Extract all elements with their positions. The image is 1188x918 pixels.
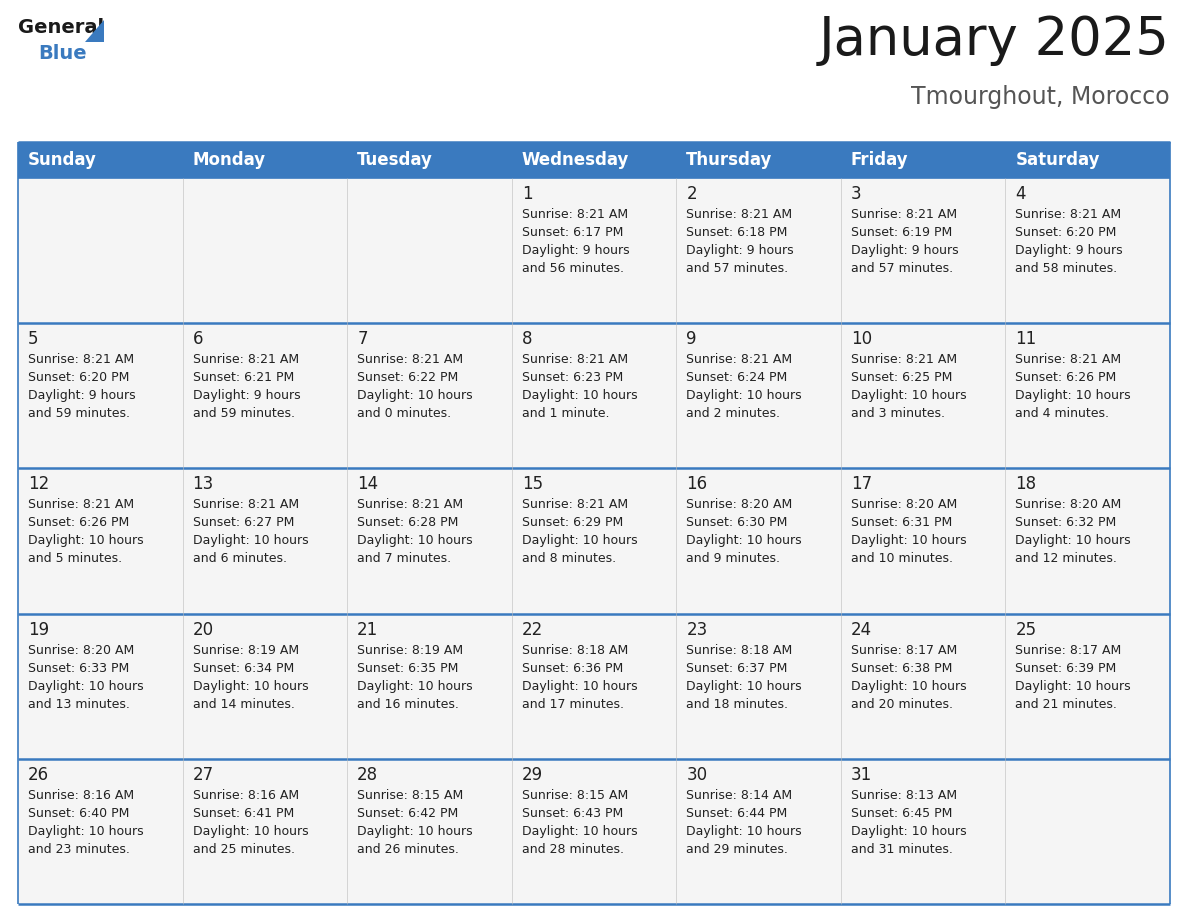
Text: 31: 31 xyxy=(851,766,872,784)
Bar xyxy=(347,142,512,178)
Text: Sunrise: 8:21 AM
Sunset: 6:17 PM
Daylight: 9 hours
and 56 minutes.: Sunrise: 8:21 AM Sunset: 6:17 PM Dayligh… xyxy=(522,208,630,275)
Bar xyxy=(512,142,676,178)
Bar xyxy=(18,323,1170,468)
Bar xyxy=(1005,142,1170,178)
Text: 27: 27 xyxy=(192,766,214,784)
Text: Sunrise: 8:18 AM
Sunset: 6:36 PM
Daylight: 10 hours
and 17 minutes.: Sunrise: 8:18 AM Sunset: 6:36 PM Dayligh… xyxy=(522,644,637,711)
Text: 12: 12 xyxy=(29,476,49,493)
Text: 1: 1 xyxy=(522,185,532,203)
Text: Sunrise: 8:21 AM
Sunset: 6:20 PM
Daylight: 9 hours
and 58 minutes.: Sunrise: 8:21 AM Sunset: 6:20 PM Dayligh… xyxy=(1016,208,1123,275)
Bar xyxy=(18,468,1170,613)
Text: Sunrise: 8:21 AM
Sunset: 6:19 PM
Daylight: 9 hours
and 57 minutes.: Sunrise: 8:21 AM Sunset: 6:19 PM Dayligh… xyxy=(851,208,959,275)
Text: Sunrise: 8:21 AM
Sunset: 6:21 PM
Daylight: 9 hours
and 59 minutes.: Sunrise: 8:21 AM Sunset: 6:21 PM Dayligh… xyxy=(192,353,301,420)
Text: Sunrise: 8:20 AM
Sunset: 6:30 PM
Daylight: 10 hours
and 9 minutes.: Sunrise: 8:20 AM Sunset: 6:30 PM Dayligh… xyxy=(687,498,802,565)
Text: Sunrise: 8:16 AM
Sunset: 6:41 PM
Daylight: 10 hours
and 25 minutes.: Sunrise: 8:16 AM Sunset: 6:41 PM Dayligh… xyxy=(192,789,308,856)
Text: Sunrise: 8:21 AM
Sunset: 6:18 PM
Daylight: 9 hours
and 57 minutes.: Sunrise: 8:21 AM Sunset: 6:18 PM Dayligh… xyxy=(687,208,794,275)
Text: Thursday: Thursday xyxy=(687,151,772,169)
Text: 29: 29 xyxy=(522,766,543,784)
Text: Blue: Blue xyxy=(38,44,87,63)
Text: 23: 23 xyxy=(687,621,708,639)
Text: Sunrise: 8:18 AM
Sunset: 6:37 PM
Daylight: 10 hours
and 18 minutes.: Sunrise: 8:18 AM Sunset: 6:37 PM Dayligh… xyxy=(687,644,802,711)
Text: 3: 3 xyxy=(851,185,861,203)
Bar xyxy=(18,759,1170,904)
Bar xyxy=(18,613,1170,759)
Text: 17: 17 xyxy=(851,476,872,493)
Text: 2: 2 xyxy=(687,185,697,203)
Text: Sunrise: 8:16 AM
Sunset: 6:40 PM
Daylight: 10 hours
and 23 minutes.: Sunrise: 8:16 AM Sunset: 6:40 PM Dayligh… xyxy=(29,789,144,856)
Text: Sunrise: 8:20 AM
Sunset: 6:33 PM
Daylight: 10 hours
and 13 minutes.: Sunrise: 8:20 AM Sunset: 6:33 PM Dayligh… xyxy=(29,644,144,711)
Polygon shape xyxy=(86,20,105,42)
Text: 21: 21 xyxy=(358,621,379,639)
Bar xyxy=(183,142,347,178)
Text: Sunrise: 8:17 AM
Sunset: 6:39 PM
Daylight: 10 hours
and 21 minutes.: Sunrise: 8:17 AM Sunset: 6:39 PM Dayligh… xyxy=(1016,644,1131,711)
Bar xyxy=(676,142,841,178)
Text: 18: 18 xyxy=(1016,476,1037,493)
Text: Friday: Friday xyxy=(851,151,909,169)
Text: Sunrise: 8:21 AM
Sunset: 6:28 PM
Daylight: 10 hours
and 7 minutes.: Sunrise: 8:21 AM Sunset: 6:28 PM Dayligh… xyxy=(358,498,473,565)
Text: Sunrise: 8:15 AM
Sunset: 6:42 PM
Daylight: 10 hours
and 26 minutes.: Sunrise: 8:15 AM Sunset: 6:42 PM Dayligh… xyxy=(358,789,473,856)
Bar xyxy=(841,142,1005,178)
Text: Sunrise: 8:17 AM
Sunset: 6:38 PM
Daylight: 10 hours
and 20 minutes.: Sunrise: 8:17 AM Sunset: 6:38 PM Dayligh… xyxy=(851,644,967,711)
Text: 25: 25 xyxy=(1016,621,1037,639)
Text: 5: 5 xyxy=(29,330,38,348)
Text: Sunrise: 8:21 AM
Sunset: 6:26 PM
Daylight: 10 hours
and 4 minutes.: Sunrise: 8:21 AM Sunset: 6:26 PM Dayligh… xyxy=(1016,353,1131,420)
Text: 22: 22 xyxy=(522,621,543,639)
Text: Sunrise: 8:20 AM
Sunset: 6:32 PM
Daylight: 10 hours
and 12 minutes.: Sunrise: 8:20 AM Sunset: 6:32 PM Dayligh… xyxy=(1016,498,1131,565)
Text: Sunrise: 8:19 AM
Sunset: 6:35 PM
Daylight: 10 hours
and 16 minutes.: Sunrise: 8:19 AM Sunset: 6:35 PM Dayligh… xyxy=(358,644,473,711)
Text: 24: 24 xyxy=(851,621,872,639)
Text: Sunrise: 8:13 AM
Sunset: 6:45 PM
Daylight: 10 hours
and 31 minutes.: Sunrise: 8:13 AM Sunset: 6:45 PM Dayligh… xyxy=(851,789,967,856)
Text: 6: 6 xyxy=(192,330,203,348)
Text: 14: 14 xyxy=(358,476,378,493)
Text: Sunrise: 8:21 AM
Sunset: 6:22 PM
Daylight: 10 hours
and 0 minutes.: Sunrise: 8:21 AM Sunset: 6:22 PM Dayligh… xyxy=(358,353,473,420)
Bar xyxy=(18,142,183,178)
Text: Sunrise: 8:21 AM
Sunset: 6:25 PM
Daylight: 10 hours
and 3 minutes.: Sunrise: 8:21 AM Sunset: 6:25 PM Dayligh… xyxy=(851,353,967,420)
Text: Sunday: Sunday xyxy=(29,151,97,169)
Text: Sunrise: 8:21 AM
Sunset: 6:20 PM
Daylight: 9 hours
and 59 minutes.: Sunrise: 8:21 AM Sunset: 6:20 PM Dayligh… xyxy=(29,353,135,420)
Text: Sunrise: 8:21 AM
Sunset: 6:23 PM
Daylight: 10 hours
and 1 minute.: Sunrise: 8:21 AM Sunset: 6:23 PM Dayligh… xyxy=(522,353,637,420)
Text: 16: 16 xyxy=(687,476,707,493)
Text: Monday: Monday xyxy=(192,151,266,169)
Text: Sunrise: 8:15 AM
Sunset: 6:43 PM
Daylight: 10 hours
and 28 minutes.: Sunrise: 8:15 AM Sunset: 6:43 PM Dayligh… xyxy=(522,789,637,856)
Text: 28: 28 xyxy=(358,766,378,784)
Text: Sunrise: 8:21 AM
Sunset: 6:29 PM
Daylight: 10 hours
and 8 minutes.: Sunrise: 8:21 AM Sunset: 6:29 PM Dayligh… xyxy=(522,498,637,565)
Text: Wednesday: Wednesday xyxy=(522,151,630,169)
Text: 30: 30 xyxy=(687,766,707,784)
Text: 8: 8 xyxy=(522,330,532,348)
Text: Tmourghout, Morocco: Tmourghout, Morocco xyxy=(911,85,1170,109)
Text: 11: 11 xyxy=(1016,330,1037,348)
Text: General: General xyxy=(18,18,105,37)
Text: 19: 19 xyxy=(29,621,49,639)
Bar xyxy=(18,178,1170,323)
Text: 7: 7 xyxy=(358,330,367,348)
Text: Sunrise: 8:19 AM
Sunset: 6:34 PM
Daylight: 10 hours
and 14 minutes.: Sunrise: 8:19 AM Sunset: 6:34 PM Dayligh… xyxy=(192,644,308,711)
Text: Sunrise: 8:21 AM
Sunset: 6:24 PM
Daylight: 10 hours
and 2 minutes.: Sunrise: 8:21 AM Sunset: 6:24 PM Dayligh… xyxy=(687,353,802,420)
Text: Sunrise: 8:21 AM
Sunset: 6:27 PM
Daylight: 10 hours
and 6 minutes.: Sunrise: 8:21 AM Sunset: 6:27 PM Dayligh… xyxy=(192,498,308,565)
Text: 26: 26 xyxy=(29,766,49,784)
Text: 10: 10 xyxy=(851,330,872,348)
Text: 15: 15 xyxy=(522,476,543,493)
Text: Sunrise: 8:14 AM
Sunset: 6:44 PM
Daylight: 10 hours
and 29 minutes.: Sunrise: 8:14 AM Sunset: 6:44 PM Dayligh… xyxy=(687,789,802,856)
Text: Sunrise: 8:20 AM
Sunset: 6:31 PM
Daylight: 10 hours
and 10 minutes.: Sunrise: 8:20 AM Sunset: 6:31 PM Dayligh… xyxy=(851,498,967,565)
Text: January 2025: January 2025 xyxy=(819,14,1170,66)
Text: Saturday: Saturday xyxy=(1016,151,1100,169)
Text: 13: 13 xyxy=(192,476,214,493)
Text: 9: 9 xyxy=(687,330,697,348)
Text: Tuesday: Tuesday xyxy=(358,151,432,169)
Text: 20: 20 xyxy=(192,621,214,639)
Text: 4: 4 xyxy=(1016,185,1026,203)
Text: Sunrise: 8:21 AM
Sunset: 6:26 PM
Daylight: 10 hours
and 5 minutes.: Sunrise: 8:21 AM Sunset: 6:26 PM Dayligh… xyxy=(29,498,144,565)
